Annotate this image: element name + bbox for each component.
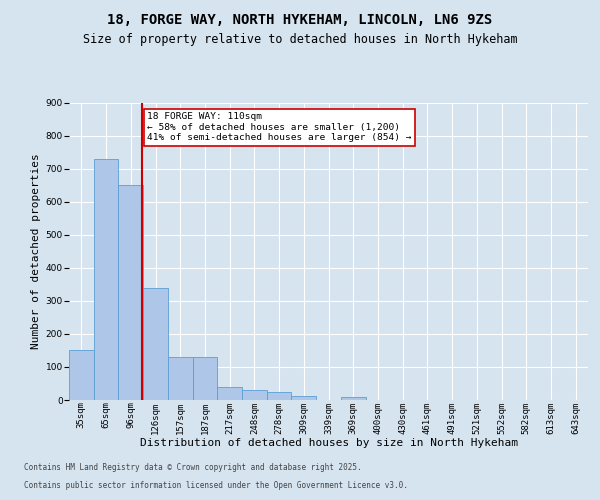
Bar xyxy=(168,357,193,400)
Text: Contains public sector information licensed under the Open Government Licence v3: Contains public sector information licen… xyxy=(24,481,408,490)
Bar xyxy=(217,387,242,400)
Bar xyxy=(94,158,118,400)
Bar xyxy=(69,350,94,400)
Bar xyxy=(193,357,217,400)
Text: Size of property relative to detached houses in North Hykeham: Size of property relative to detached ho… xyxy=(83,32,517,46)
Bar xyxy=(143,288,168,400)
Y-axis label: Number of detached properties: Number of detached properties xyxy=(31,154,41,349)
Text: 18 FORGE WAY: 110sqm
← 58% of detached houses are smaller (1,200)
41% of semi-de: 18 FORGE WAY: 110sqm ← 58% of detached h… xyxy=(148,112,412,142)
Bar xyxy=(118,185,143,400)
Bar xyxy=(242,390,267,400)
Bar xyxy=(267,392,292,400)
Text: 18, FORGE WAY, NORTH HYKEHAM, LINCOLN, LN6 9ZS: 18, FORGE WAY, NORTH HYKEHAM, LINCOLN, L… xyxy=(107,12,493,26)
Text: Contains HM Land Registry data © Crown copyright and database right 2025.: Contains HM Land Registry data © Crown c… xyxy=(24,464,362,472)
X-axis label: Distribution of detached houses by size in North Hykeham: Distribution of detached houses by size … xyxy=(139,438,517,448)
Bar xyxy=(341,396,365,400)
Bar xyxy=(292,396,316,400)
